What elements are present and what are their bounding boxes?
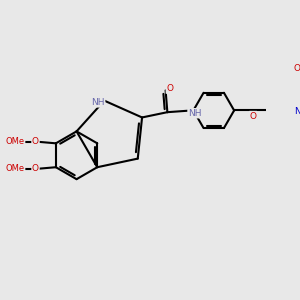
Text: OMe: OMe	[6, 164, 25, 173]
Text: O: O	[32, 164, 39, 173]
Text: O: O	[294, 64, 300, 73]
Text: O: O	[32, 137, 39, 146]
Text: OMe: OMe	[6, 137, 25, 146]
Text: NH: NH	[188, 109, 202, 118]
Text: NH: NH	[91, 98, 105, 107]
Text: O: O	[166, 84, 173, 93]
Text: O: O	[250, 112, 256, 121]
Text: N: N	[294, 107, 300, 116]
